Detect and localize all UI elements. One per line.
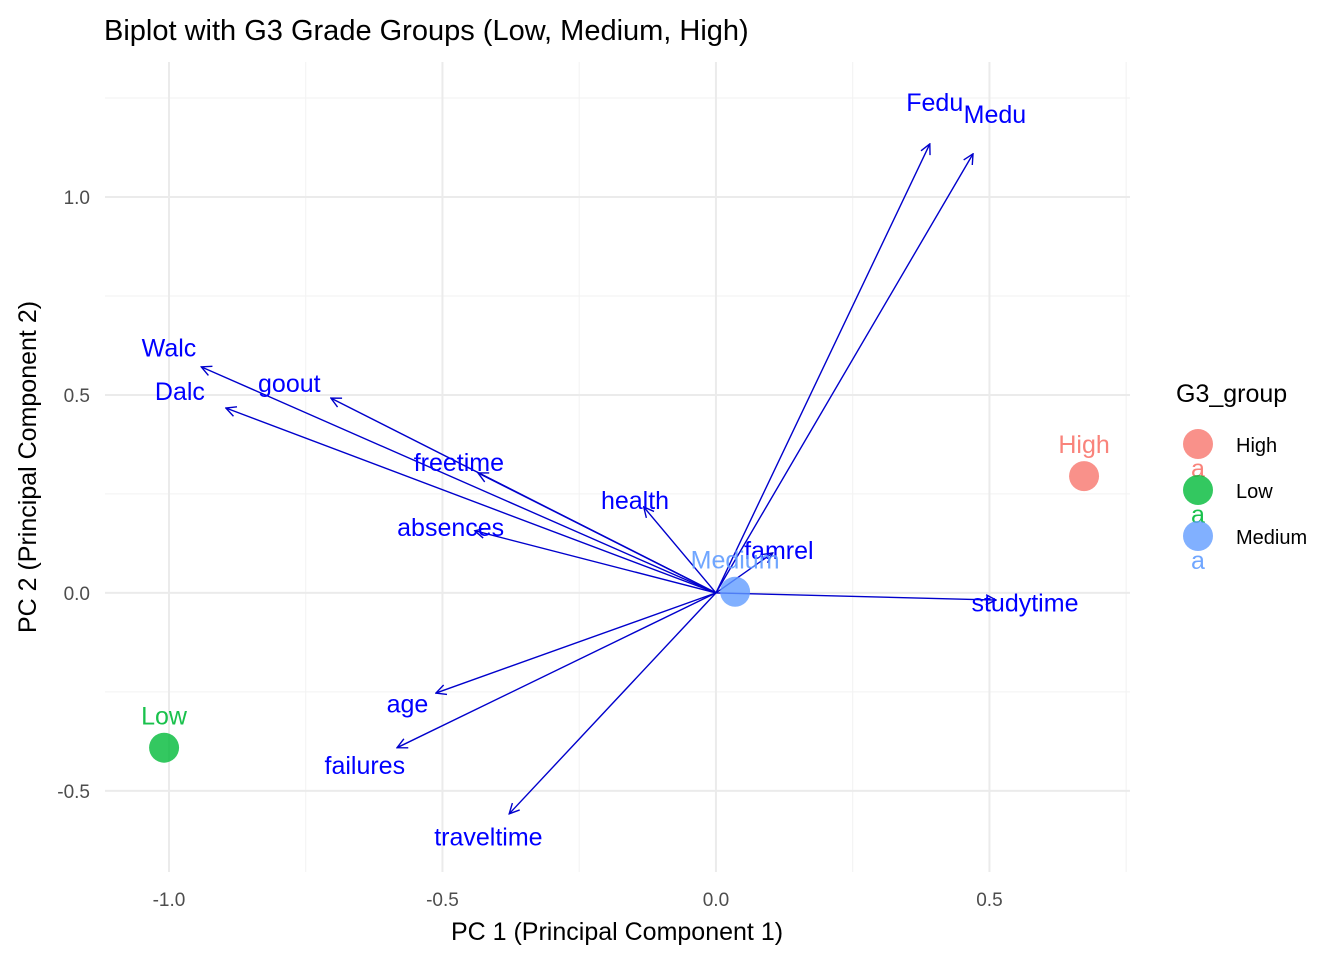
- loading-arrow-absences: [475, 531, 717, 594]
- group-point-high: [1069, 461, 1100, 492]
- legend-label-medium: Medium: [1236, 527, 1307, 549]
- y-tick-label: -0.5: [57, 782, 90, 803]
- loading-arrow-Fedu: [715, 144, 930, 594]
- variable-label-traveltime: traveltime: [434, 823, 542, 851]
- loading-arrow-failures: [397, 592, 717, 748]
- legend-label-low: Low: [1236, 481, 1273, 503]
- loading-arrow-health: [644, 507, 717, 594]
- loading-arrow-traveltime: [509, 592, 717, 814]
- variable-labels: Fedu Medu Walc Dalc goout freetime health absen…: [142, 89, 1079, 851]
- x-axis-title: PC 1 (Principal Component 1): [451, 918, 783, 946]
- variable-label-Dalc: Dalc: [155, 378, 205, 406]
- variable-label-absences: absences: [397, 514, 504, 542]
- chart-title: Biplot with G3 Grade Groups (Low, Medium…: [104, 15, 749, 47]
- loading-arrow-Walc: [201, 367, 717, 594]
- group-labels: High Low Medium: [141, 431, 1110, 731]
- loading-arrows: [201, 144, 996, 814]
- y-tick-label: 1.0: [64, 188, 90, 209]
- y-axis-title: PC 2 (Principal Component 2): [14, 301, 42, 633]
- legend-key-glyph: a: [1191, 547, 1205, 575]
- x-tick-label: 0.0: [703, 890, 729, 911]
- loading-arrow-age: [436, 592, 717, 693]
- legend-label-high: High: [1236, 435, 1277, 457]
- loading-arrow-Dalc: [226, 408, 717, 594]
- x-tick-label: -0.5: [426, 890, 459, 911]
- x-tick-label: -1.0: [153, 890, 186, 911]
- variable-label-Walc: Walc: [142, 334, 197, 362]
- loading-arrow-studytime: [715, 592, 996, 600]
- legend-title: G3_group: [1176, 380, 1287, 408]
- group-label-medium: Medium: [691, 547, 780, 575]
- group-point-medium: [720, 576, 751, 607]
- variable-label-health: health: [601, 487, 669, 515]
- y-axis-ticks: -0.5 0.0 0.5 1.0: [57, 188, 90, 803]
- variable-label-age: age: [387, 691, 429, 719]
- variable-label-goout: goout: [258, 370, 321, 398]
- group-points: [149, 461, 1100, 763]
- x-tick-label: 0.5: [976, 890, 1002, 911]
- variable-label-Fedu: Fedu: [906, 89, 963, 117]
- y-tick-label: 0.5: [64, 386, 90, 407]
- variable-label-Medu: Medu: [964, 101, 1027, 129]
- group-point-low: [149, 732, 180, 763]
- variable-label-famrel: famrel: [744, 537, 813, 565]
- legend-key-high: [1183, 429, 1213, 459]
- legend-key-medium: [1183, 521, 1213, 551]
- variable-label-freetime: freetime: [414, 449, 504, 477]
- variable-label-failures: failures: [325, 752, 406, 780]
- y-tick-label: 0.0: [64, 584, 90, 605]
- x-axis-ticks: -1.0 -0.5 0.0 0.5: [153, 890, 1003, 911]
- loading-arrow-freetime: [478, 473, 717, 594]
- grid-lines: [105, 62, 1130, 872]
- variable-label-studytime: studytime: [971, 589, 1078, 617]
- loading-arrow-Medu: [715, 154, 973, 594]
- legend-key-low: [1183, 475, 1213, 505]
- group-label-low: Low: [141, 703, 188, 731]
- group-label-high: High: [1058, 431, 1109, 459]
